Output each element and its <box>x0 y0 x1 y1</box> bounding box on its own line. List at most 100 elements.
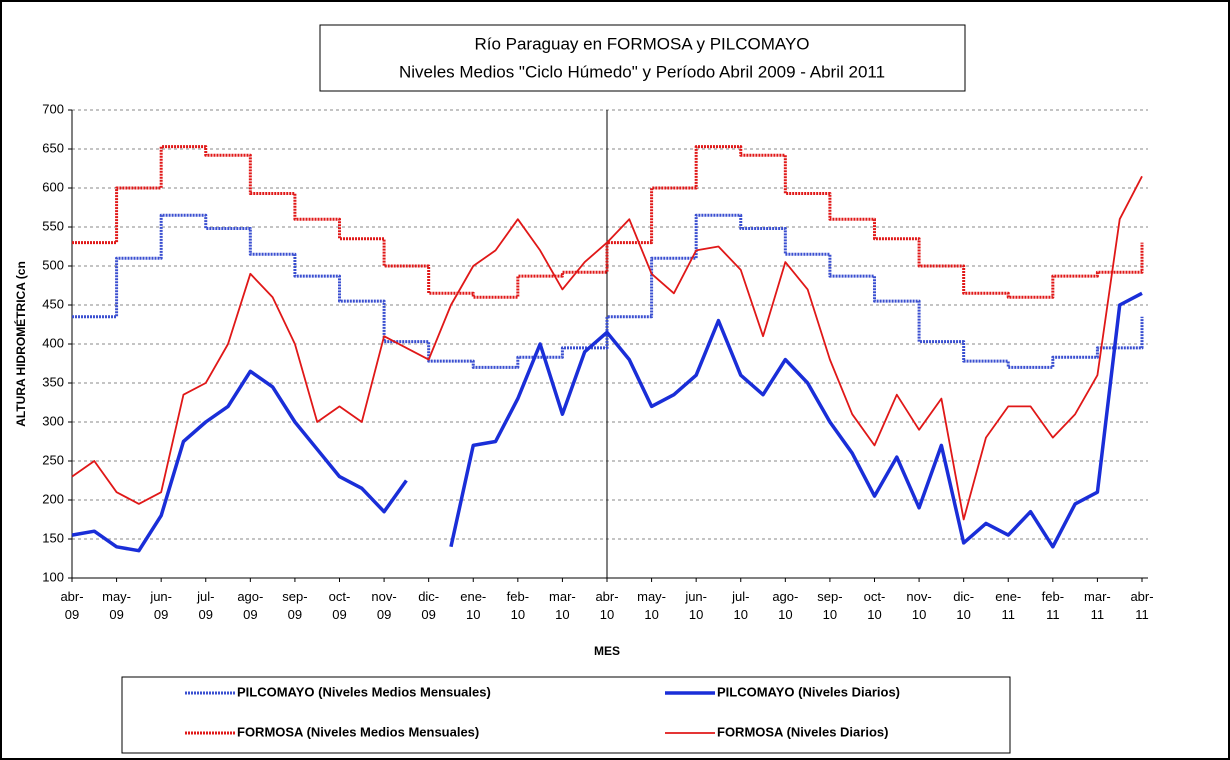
x-tick-part: feb- <box>507 589 529 604</box>
y-tick-label: 700 <box>42 101 64 116</box>
x-tick-part: 10 <box>734 607 748 622</box>
x-tick-part: nov- <box>906 589 931 604</box>
x-tick-part: nov- <box>371 589 396 604</box>
y-tick-label: 450 <box>42 296 64 311</box>
x-tick-part: 11 <box>1046 607 1060 622</box>
x-tick-part: feb- <box>1042 589 1064 604</box>
x-tick-part: jun- <box>684 589 707 604</box>
x-tick-part: sep- <box>817 589 842 604</box>
x-tick-label: may- 09 <box>102 589 131 622</box>
y-tick-label: 500 <box>42 257 64 272</box>
x-axis-title: MES <box>594 644 620 658</box>
mean-line <box>72 213 1144 369</box>
x-tick-label: jul- 09 <box>196 589 214 622</box>
x-tick-part: 11 <box>1002 607 1016 622</box>
legend-label: PILCOMAYO (Niveles Diarios) <box>717 684 900 699</box>
x-tick-part: abr- <box>60 589 83 604</box>
x-tick-label: may- 10 <box>637 589 666 622</box>
legend-label: FORMOSA (Niveles Diarios) <box>717 724 888 739</box>
x-tick-label: abr- 09 <box>60 589 83 622</box>
x-tick-part: 09 <box>65 607 79 622</box>
x-tick-label: ene- 10 <box>460 589 486 622</box>
y-tick-label: 650 <box>42 140 64 155</box>
x-tick-part: jul- <box>196 589 214 604</box>
x-tick-part: 10 <box>555 607 569 622</box>
x-tick-part: 09 <box>332 607 346 622</box>
x-tick-part: 10 <box>823 607 837 622</box>
legend-box <box>121 676 1011 754</box>
x-tick-label: jun- 09 <box>149 589 172 622</box>
x-tick-label: jul- 10 <box>731 589 749 622</box>
x-tick-part: ago- <box>237 589 263 604</box>
x-tick-label: nov- 09 <box>371 589 396 622</box>
x-tick-part: ago- <box>772 589 798 604</box>
x-tick-part: jun- <box>149 589 172 604</box>
x-tick-part: ene- <box>460 589 486 604</box>
x-tick-label: sep- 09 <box>282 589 307 622</box>
x-tick-part: 09 <box>377 607 391 622</box>
x-tick-part: 10 <box>867 607 881 622</box>
x-tick-part: ene- <box>995 589 1021 604</box>
x-tick-part: 10 <box>778 607 792 622</box>
x-tick-label: feb- 11 <box>1042 589 1064 622</box>
x-tick-part: 11 <box>1135 607 1149 622</box>
x-tick-part: 09 <box>243 607 257 622</box>
x-tick-label: oct- 09 <box>329 589 351 622</box>
y-tick-label: 250 <box>42 452 64 467</box>
y-tick-label: 300 <box>42 413 64 428</box>
x-tick-part: 09 <box>154 607 168 622</box>
x-tick-label: ago- 10 <box>772 589 798 622</box>
x-tick-part: 10 <box>689 607 703 622</box>
x-tick-label: ene- 11 <box>995 589 1021 622</box>
x-tick-label: mar- 11 <box>1084 589 1111 622</box>
x-tick-part: may- <box>637 589 666 604</box>
y-tick-label: 550 <box>42 218 64 233</box>
daily-line <box>71 175 1143 521</box>
x-tick-part: oct- <box>864 589 886 604</box>
x-tick-part: abr- <box>1130 589 1153 604</box>
x-tick-part: dic- <box>418 589 439 604</box>
x-tick-part: 10 <box>644 607 658 622</box>
x-tick-part: dic- <box>953 589 974 604</box>
x-tick-label: feb- 10 <box>507 589 529 622</box>
chart-title: Río Paraguay en FORMOSA y PILCOMAYO <box>474 34 809 53</box>
x-tick-part: abr- <box>595 589 618 604</box>
x-tick-label: jun- 10 <box>684 589 707 622</box>
x-tick-part: 10 <box>956 607 970 622</box>
x-tick-part: sep- <box>282 589 307 604</box>
x-tick-label: abr- 10 <box>595 589 618 622</box>
x-tick-part: 09 <box>288 607 302 622</box>
x-tick-label: dic- 10 <box>953 589 974 622</box>
x-tick-part: 10 <box>466 607 480 622</box>
y-tick-label: 350 <box>42 374 64 389</box>
y-axis-title: ALTURA HIDROMÉTRICA (cn <box>13 261 28 427</box>
x-tick-part: mar- <box>549 589 576 604</box>
legend-label: PILCOMAYO (Niveles Medios Mensuales) <box>237 684 491 699</box>
x-tick-part: mar- <box>1084 589 1111 604</box>
x-tick-part: 10 <box>511 607 525 622</box>
y-tick-label: 600 <box>42 179 64 194</box>
chart-subtitle: Niveles Medios "Ciclo Húmedo" y Período … <box>399 62 885 81</box>
x-tick-label: abr- 11 <box>1130 589 1153 622</box>
x-tick-part: jul- <box>731 589 749 604</box>
y-tick-label: 200 <box>42 491 64 506</box>
x-tick-part: 09 <box>421 607 435 622</box>
x-tick-label: dic- 09 <box>418 589 439 622</box>
x-tick-label: sep- 10 <box>817 589 842 622</box>
x-tick-label: mar- 10 <box>549 589 576 622</box>
y-tick-label: 100 <box>42 569 64 584</box>
x-tick-label: ago- 09 <box>237 589 263 622</box>
x-tick-part: may- <box>102 589 131 604</box>
title-box <box>319 24 966 92</box>
x-tick-label: nov- 10 <box>906 589 931 622</box>
x-tick-part: 09 <box>199 607 213 622</box>
y-tick-label: 400 <box>42 335 64 350</box>
x-tick-label: oct- 10 <box>864 589 886 622</box>
x-tick-part: 11 <box>1091 607 1105 622</box>
legend-label: FORMOSA (Niveles Medios Mensuales) <box>237 724 479 739</box>
x-tick-part: 09 <box>109 607 123 622</box>
daily-line <box>71 291 1143 553</box>
x-tick-part: 10 <box>912 607 926 622</box>
